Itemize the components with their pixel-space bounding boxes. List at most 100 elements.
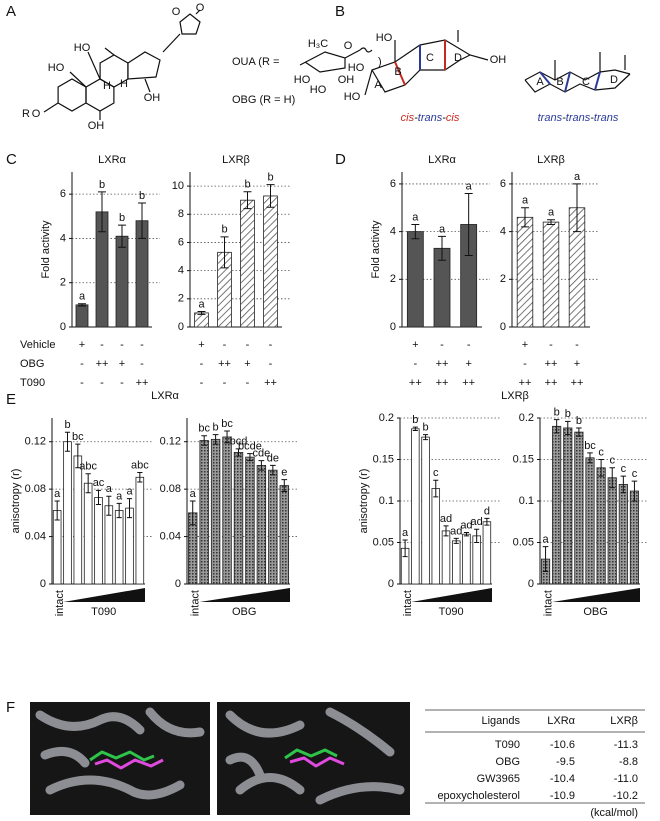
bar xyxy=(222,436,232,585)
bar xyxy=(199,440,209,585)
condition-sign: - xyxy=(200,377,204,389)
condition-sign: ++ xyxy=(462,377,475,389)
ring-letter: D xyxy=(454,52,462,64)
y-tick-label: 0.2 xyxy=(379,412,394,424)
significance-letter: a xyxy=(54,488,61,500)
significance-letter: e xyxy=(281,467,287,479)
y-tick-label: 6 xyxy=(178,236,184,248)
y-tick-label: 2 xyxy=(60,277,66,289)
bar xyxy=(114,510,124,585)
bar xyxy=(472,535,481,585)
condition-sign: - xyxy=(80,358,84,370)
significance-letter: bc xyxy=(72,431,84,443)
y-tick-label: 0.04 xyxy=(25,530,46,542)
table-cell: epoxycholesterol xyxy=(437,790,520,802)
atom-label: O xyxy=(196,2,205,14)
condition-sign: ++ xyxy=(218,358,231,370)
bar xyxy=(421,436,430,585)
condition-sign: ++ xyxy=(436,377,449,389)
ring-letter: B xyxy=(394,66,401,78)
condition-label: T090 xyxy=(20,377,45,389)
cis-trans-cis-caption: cis-trans-cis xyxy=(401,112,460,124)
table-cell: T090 xyxy=(495,739,520,751)
y-tick-label: 0 xyxy=(60,321,66,333)
y-tick-label: 10 xyxy=(172,180,184,192)
bar xyxy=(411,428,420,585)
data-table-lines xyxy=(425,709,645,804)
y-tick-label: 0.05 xyxy=(513,536,534,548)
significance-letter: b xyxy=(565,408,571,420)
significance-letter: b xyxy=(554,407,560,419)
error-bar xyxy=(201,435,208,446)
bar xyxy=(263,195,278,328)
y-tick-label: 0.12 xyxy=(160,436,181,448)
y-tick-label: 0 xyxy=(500,321,506,333)
ring-bond xyxy=(127,51,161,80)
error-bar xyxy=(620,475,627,494)
bar xyxy=(574,431,584,585)
significance-letter: b xyxy=(119,212,125,224)
caption-part: trans xyxy=(594,112,619,124)
substituent-bond xyxy=(43,47,151,120)
condition-sign: - xyxy=(80,377,84,389)
condition-label: OBG xyxy=(20,358,44,370)
condition-sign: + xyxy=(119,358,125,370)
atom-label: H xyxy=(103,80,111,92)
table-cell: OBG xyxy=(496,756,520,768)
significance-letter: a xyxy=(412,211,419,223)
significance-letter: d xyxy=(484,505,490,517)
concentration-ramp xyxy=(411,588,492,602)
condition-sign: + xyxy=(522,339,528,351)
bar xyxy=(73,455,83,585)
y-axis-label: Fold activity xyxy=(40,220,52,279)
x-axis-label: OBG xyxy=(583,606,607,618)
y-tick-label: 0.05 xyxy=(373,536,394,548)
bar xyxy=(542,221,560,328)
error-bar xyxy=(243,191,252,210)
y-axis-label: Fold activity xyxy=(370,220,382,279)
table-cell: -9.5 xyxy=(556,756,575,768)
error-bar xyxy=(266,184,275,208)
atom-label: OH xyxy=(490,54,507,66)
error-bar xyxy=(402,539,408,558)
error-bar xyxy=(412,426,418,431)
significance-letter: b xyxy=(267,172,273,184)
condition-sign: - xyxy=(269,358,273,370)
condition-sign: - xyxy=(100,339,104,351)
error-bar xyxy=(521,207,529,228)
trans-trans-trans-caption: trans-trans-trans xyxy=(538,112,619,124)
x-axis-label: OBG xyxy=(232,606,256,618)
significance-letter: c xyxy=(632,468,638,480)
error-bar xyxy=(547,219,555,225)
caption-part: cis xyxy=(401,112,415,124)
atom-label: HO xyxy=(376,32,393,44)
significance-letter: ad xyxy=(471,516,483,528)
significance-letter: b xyxy=(99,179,105,191)
y-tick-label: 4 xyxy=(500,226,506,238)
structure-conformations xyxy=(364,30,631,96)
atom-label: R xyxy=(22,108,30,120)
ring-letter: C xyxy=(582,76,590,88)
condition-sign: ++ xyxy=(136,377,149,389)
error-bar xyxy=(587,452,593,464)
bar xyxy=(194,312,209,328)
significance-letter: a xyxy=(198,298,205,310)
error-bar xyxy=(75,443,81,469)
y-tick-label: 0 xyxy=(40,578,46,590)
caption-part: cis xyxy=(446,112,460,124)
error-bar xyxy=(411,223,420,240)
bar xyxy=(516,216,534,328)
significance-letter: a xyxy=(116,490,123,502)
atom-label: HO xyxy=(294,74,311,86)
significance-letter: a xyxy=(574,171,581,183)
y-tick-label: 8 xyxy=(178,208,184,220)
error-bar xyxy=(64,431,71,452)
bar xyxy=(462,533,471,585)
oua-close: ) xyxy=(378,56,382,68)
bar xyxy=(240,199,255,328)
significance-letter: abc xyxy=(79,461,97,473)
table-cell: -8.8 xyxy=(619,756,638,768)
significance-letter: a xyxy=(522,195,529,207)
y-tick-label: 0 xyxy=(528,578,534,590)
significance-letter: b xyxy=(139,190,145,202)
